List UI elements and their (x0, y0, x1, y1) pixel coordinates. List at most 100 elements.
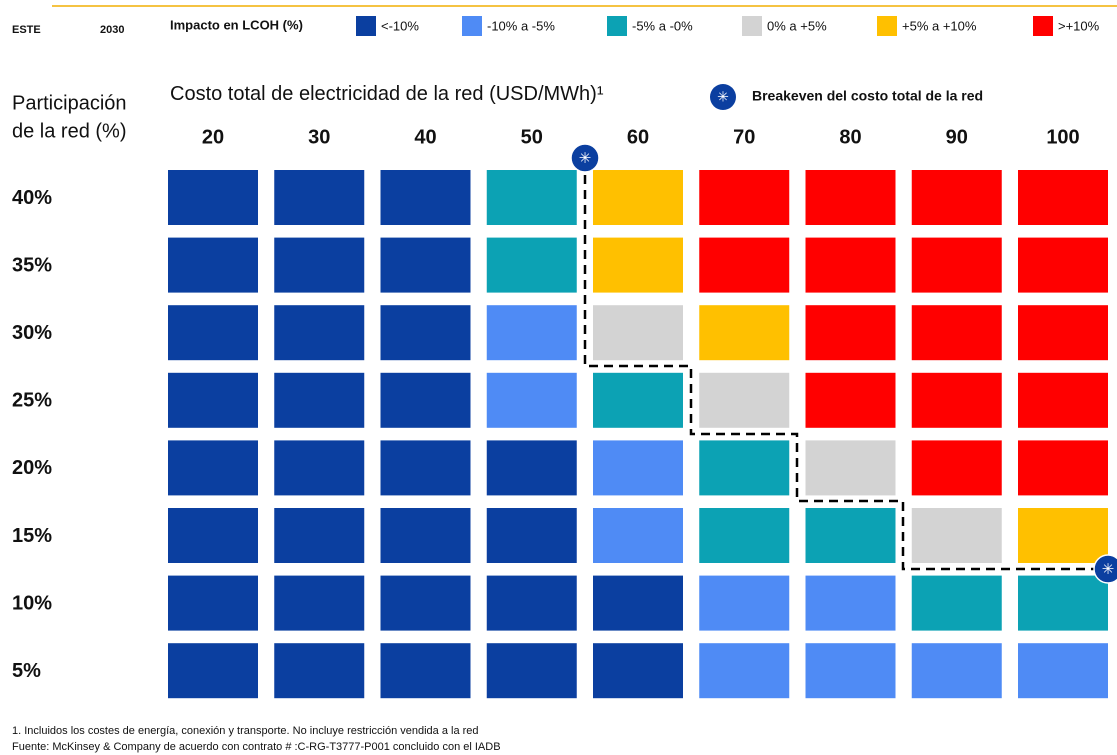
legend-label: +5% a +10% (902, 18, 977, 33)
cell (1018, 372, 1108, 428)
cell (805, 643, 896, 699)
legend-swatch (1033, 16, 1053, 36)
title-main: Costo total de electricidad de la red (170, 83, 484, 105)
legend-label: -5% a -0% (632, 18, 693, 33)
cell (911, 508, 1002, 563)
column-label: 80 (839, 126, 861, 148)
breakeven-marker-star: ✳ (1102, 561, 1115, 578)
cell (911, 170, 1002, 225)
legend-label: <-10% (381, 18, 419, 33)
cell (699, 237, 790, 293)
cell (1018, 643, 1108, 699)
row-label: 10% (12, 592, 52, 614)
cell (168, 372, 258, 428)
cell (380, 305, 471, 361)
chart-title: Costo total de electricidad de la red (U… (170, 83, 604, 105)
cell (168, 170, 258, 225)
cell (911, 372, 1002, 428)
cell (274, 170, 365, 225)
cell (486, 508, 577, 563)
breakeven-marker-star: ✳ (579, 150, 592, 167)
cell (168, 508, 258, 563)
cell (274, 440, 365, 496)
cell (274, 372, 365, 428)
cell (593, 305, 683, 361)
cell (699, 372, 790, 428)
footnote: 1. Incluidos los costes de energía, cone… (12, 725, 479, 737)
cell (486, 305, 577, 361)
region: ESTE (12, 24, 41, 36)
cell (486, 643, 577, 699)
cell (1018, 305, 1108, 361)
cell (911, 575, 1002, 631)
row-label: 35% (12, 254, 52, 276)
cell (380, 643, 471, 699)
cell (699, 575, 790, 631)
cell (805, 372, 896, 428)
cell (805, 305, 896, 361)
title-unit: (USD/MWh)¹ (489, 83, 604, 105)
row-label: 25% (12, 390, 52, 412)
cell (699, 170, 790, 225)
legend-label: 0% a +5% (767, 18, 827, 33)
legend-swatch (607, 16, 627, 36)
cell (274, 643, 365, 699)
cell (593, 575, 683, 631)
cell (486, 440, 577, 496)
breakeven-icon-star: ✳ (717, 89, 729, 105)
breakeven-line (583, 160, 1108, 571)
cell (911, 237, 1002, 293)
cell (380, 575, 471, 631)
y-label: de la red (%) (12, 120, 127, 142)
cell (486, 170, 577, 225)
legend-label: -10% a -5% (487, 18, 555, 33)
column-label: 50 (521, 126, 543, 148)
cell (805, 237, 896, 293)
breakeven-marker (570, 143, 600, 173)
cell (380, 508, 471, 563)
cell (911, 305, 1002, 361)
column-label: 70 (733, 126, 755, 148)
row-label: 40% (12, 187, 52, 209)
cell (805, 170, 896, 225)
cell (1018, 440, 1108, 496)
legend-swatch (462, 16, 482, 36)
cell (593, 643, 683, 699)
year: 2030 (100, 24, 124, 36)
cell (593, 372, 683, 428)
cell (168, 643, 258, 699)
cell (1018, 170, 1108, 225)
cell (274, 237, 365, 293)
column-label: 100 (1046, 126, 1079, 148)
cell (699, 440, 790, 496)
cell (1018, 237, 1108, 293)
legend-label: >+10% (1058, 18, 1100, 33)
breakeven-label: Breakeven del costo total de la red (752, 88, 983, 104)
row-label: 20% (12, 457, 52, 479)
cell (486, 372, 577, 428)
breakeven-marker (1093, 554, 1117, 584)
breakeven-icon (710, 84, 736, 110)
cell (593, 508, 683, 563)
row-label: 30% (12, 322, 52, 344)
column-label: 30 (308, 126, 330, 148)
cell (1018, 575, 1108, 631)
row-label: 15% (12, 525, 52, 547)
column-label: 20 (202, 126, 224, 148)
column-label: 60 (627, 126, 649, 148)
cell (168, 305, 258, 361)
cell (380, 237, 471, 293)
legend-title: Impacto en LCOH (%) (170, 17, 303, 32)
y-label: Participación (12, 92, 127, 114)
cell (1018, 508, 1108, 563)
cell (486, 237, 577, 293)
cell (593, 170, 683, 225)
cell (380, 440, 471, 496)
row-label: 5% (12, 660, 41, 682)
cell (486, 575, 577, 631)
cell (380, 372, 471, 428)
cell (168, 237, 258, 293)
column-label: 40 (414, 126, 436, 148)
cell (593, 440, 683, 496)
